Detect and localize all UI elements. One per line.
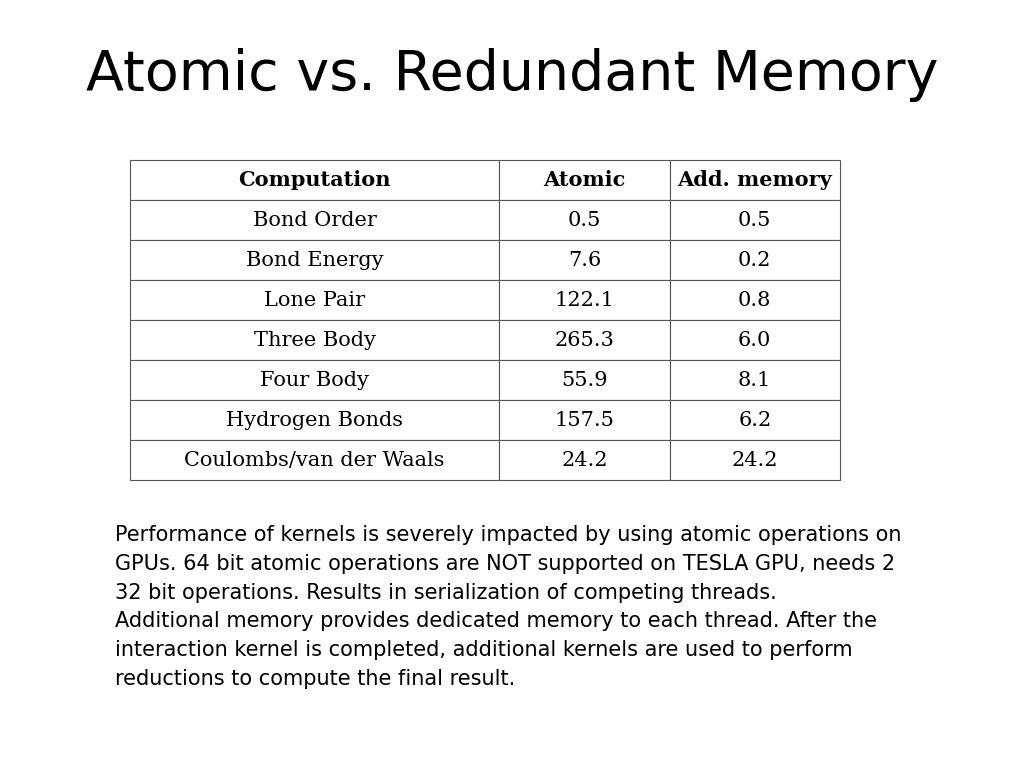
- Text: 6.2: 6.2: [738, 411, 771, 429]
- Text: Three Body: Three Body: [254, 330, 376, 349]
- Bar: [500, 360, 670, 400]
- Bar: [500, 160, 670, 200]
- Text: Lone Pair: Lone Pair: [264, 290, 366, 310]
- Bar: [670, 320, 840, 360]
- Text: 7.6: 7.6: [567, 250, 601, 270]
- Text: 0.5: 0.5: [738, 210, 771, 230]
- Bar: [500, 200, 670, 240]
- Bar: [130, 440, 500, 480]
- Bar: [670, 360, 840, 400]
- Text: Atomic vs. Redundant Memory: Atomic vs. Redundant Memory: [86, 48, 938, 102]
- Bar: [500, 240, 670, 280]
- Bar: [500, 440, 670, 480]
- Text: 0.8: 0.8: [738, 290, 771, 310]
- Text: 55.9: 55.9: [561, 370, 607, 389]
- Bar: [670, 280, 840, 320]
- Text: Performance of kernels is severely impacted by using atomic operations on
GPUs. : Performance of kernels is severely impac…: [115, 525, 901, 689]
- Bar: [130, 280, 500, 320]
- Bar: [130, 160, 500, 200]
- Text: 122.1: 122.1: [554, 290, 614, 310]
- Bar: [500, 280, 670, 320]
- Text: 6.0: 6.0: [738, 330, 771, 349]
- Text: 24.2: 24.2: [561, 451, 607, 469]
- Text: 0.5: 0.5: [567, 210, 601, 230]
- Bar: [670, 440, 840, 480]
- Text: Bond Energy: Bond Energy: [246, 250, 383, 270]
- Text: 0.2: 0.2: [738, 250, 771, 270]
- Text: 8.1: 8.1: [738, 370, 771, 389]
- Text: 24.2: 24.2: [731, 451, 778, 469]
- Text: 265.3: 265.3: [554, 330, 614, 349]
- Bar: [130, 240, 500, 280]
- Bar: [130, 400, 500, 440]
- Text: Coulombs/van der Waals: Coulombs/van der Waals: [184, 451, 444, 469]
- Bar: [130, 200, 500, 240]
- Bar: [670, 240, 840, 280]
- Text: Bond Order: Bond Order: [253, 210, 377, 230]
- Bar: [130, 360, 500, 400]
- Bar: [670, 160, 840, 200]
- Bar: [500, 400, 670, 440]
- Text: Computation: Computation: [239, 170, 391, 190]
- Bar: [670, 200, 840, 240]
- Text: 157.5: 157.5: [554, 411, 614, 429]
- Text: Four Body: Four Body: [260, 370, 369, 389]
- Bar: [130, 320, 500, 360]
- Text: Atomic: Atomic: [543, 170, 626, 190]
- Bar: [670, 400, 840, 440]
- Bar: [500, 320, 670, 360]
- Text: Hydrogen Bonds: Hydrogen Bonds: [226, 411, 403, 429]
- Text: Add. memory: Add. memory: [678, 170, 833, 190]
